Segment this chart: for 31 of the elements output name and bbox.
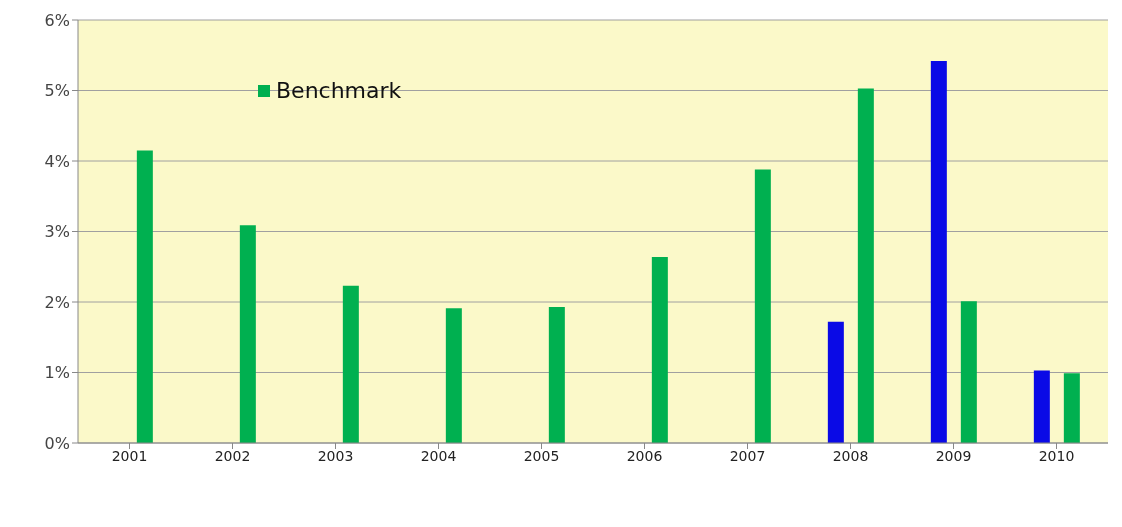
bar	[827, 321, 844, 443]
x-tick-label: 2005	[523, 447, 560, 464]
bar	[136, 150, 153, 443]
bar	[754, 169, 771, 443]
x-tick-label: 2009	[935, 447, 972, 464]
bar	[960, 301, 977, 443]
y-tick-label: 2%	[44, 292, 70, 312]
bar	[857, 88, 874, 443]
bar	[651, 256, 668, 443]
bar	[342, 285, 359, 443]
legend-label: Benchmark	[276, 78, 402, 103]
x-tick-label: 2002	[214, 447, 251, 464]
y-tick-label: 1%	[44, 363, 70, 383]
x-tick-label: 2006	[626, 447, 663, 464]
x-tick-label: 2004	[420, 447, 457, 464]
bar	[1063, 373, 1080, 443]
y-tick-label: 0%	[44, 433, 70, 453]
y-tick-label: 3%	[44, 222, 70, 242]
x-tick-label: 2001	[111, 447, 148, 464]
x-tick-label: 2008	[832, 447, 869, 464]
y-tick-label: 4%	[44, 151, 70, 171]
x-tick-label: 2007	[729, 447, 766, 464]
bar	[548, 306, 565, 443]
x-tick-label: 2010	[1038, 447, 1075, 464]
bar	[445, 308, 462, 443]
x-tick-label: 2003	[317, 447, 354, 464]
bar	[239, 225, 256, 443]
bar	[1033, 370, 1050, 443]
y-tick-label: 5%	[44, 81, 70, 101]
bar	[930, 60, 947, 443]
y-tick-label: 6%	[44, 10, 70, 30]
